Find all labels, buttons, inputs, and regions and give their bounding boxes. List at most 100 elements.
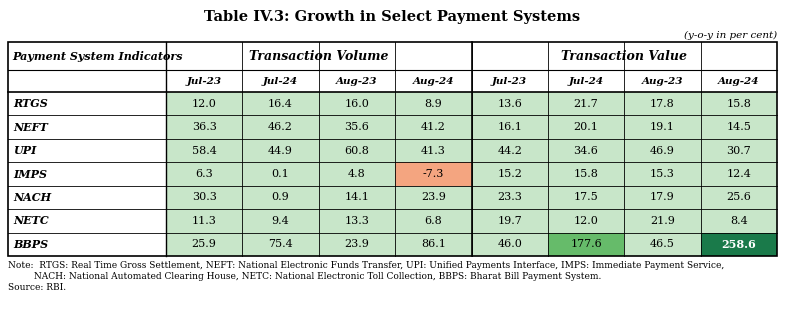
Text: NETC: NETC (13, 215, 49, 227)
Bar (166, 42, 472, 70)
Text: 46.5: 46.5 (650, 239, 675, 249)
Text: 23.9: 23.9 (421, 193, 446, 202)
Text: 20.1: 20.1 (574, 122, 598, 132)
Bar (166, 162, 243, 186)
Text: Jul-24: Jul-24 (263, 76, 298, 85)
Bar (701, 70, 777, 92)
Text: 44.9: 44.9 (268, 146, 293, 156)
Text: IMPS: IMPS (13, 168, 47, 179)
Text: Source: RBI.: Source: RBI. (8, 283, 66, 292)
Bar (701, 186, 777, 209)
Bar (8, 162, 166, 186)
Bar (624, 162, 701, 186)
Bar (395, 92, 472, 115)
Bar (8, 209, 166, 232)
Bar (548, 162, 624, 186)
Bar (166, 115, 243, 139)
Bar (472, 42, 777, 70)
Bar (472, 232, 548, 256)
Text: 30.7: 30.7 (726, 146, 751, 156)
Text: 15.8: 15.8 (574, 169, 598, 179)
Text: Aug-23: Aug-23 (641, 76, 683, 85)
Text: 16.0: 16.0 (345, 99, 370, 109)
Text: 46.2: 46.2 (268, 122, 293, 132)
Text: 0.1: 0.1 (272, 169, 290, 179)
Text: 13.6: 13.6 (497, 99, 522, 109)
Text: 46.9: 46.9 (650, 146, 675, 156)
Bar (8, 42, 777, 256)
Bar (166, 92, 243, 115)
Bar (166, 232, 243, 256)
Bar (624, 209, 701, 232)
Text: 19.1: 19.1 (650, 122, 675, 132)
Bar (395, 209, 472, 232)
Text: 58.4: 58.4 (192, 146, 217, 156)
Bar (243, 186, 319, 209)
Text: Jul-23: Jul-23 (492, 76, 528, 85)
Bar (395, 162, 472, 186)
Text: 14.5: 14.5 (726, 122, 751, 132)
Text: Note:  RTGS: Real Time Gross Settlement, NEFT: National Electronic Funds Transfe: Note: RTGS: Real Time Gross Settlement, … (8, 261, 725, 270)
Bar (166, 70, 243, 92)
Text: 23.9: 23.9 (345, 239, 370, 249)
Text: UPI: UPI (13, 145, 36, 156)
Bar (243, 115, 319, 139)
Bar (8, 70, 166, 92)
Text: 60.8: 60.8 (345, 146, 370, 156)
Bar (243, 70, 319, 92)
Bar (472, 162, 548, 186)
Text: -7.3: -7.3 (422, 169, 444, 179)
Bar (548, 209, 624, 232)
Bar (8, 42, 166, 70)
Text: 35.6: 35.6 (345, 122, 370, 132)
Bar (319, 70, 395, 92)
Text: 17.9: 17.9 (650, 193, 675, 202)
Text: 46.0: 46.0 (497, 239, 522, 249)
Text: NACH: NACH (13, 192, 51, 203)
Text: 21.9: 21.9 (650, 216, 675, 226)
Bar (624, 139, 701, 162)
Bar (701, 139, 777, 162)
Text: 25.6: 25.6 (726, 193, 751, 202)
Text: (y-o-y in per cent): (y-o-y in per cent) (684, 31, 777, 40)
Text: 19.7: 19.7 (498, 216, 522, 226)
Text: 30.3: 30.3 (192, 193, 217, 202)
Bar (243, 232, 319, 256)
Bar (701, 115, 777, 139)
Bar (395, 70, 472, 92)
Bar (319, 209, 395, 232)
Text: 13.3: 13.3 (345, 216, 370, 226)
Text: 11.3: 11.3 (192, 216, 217, 226)
Bar (472, 70, 548, 92)
Bar (8, 115, 166, 139)
Bar (395, 186, 472, 209)
Bar (624, 115, 701, 139)
Bar (701, 209, 777, 232)
Bar (701, 162, 777, 186)
Text: 177.6: 177.6 (570, 239, 602, 249)
Bar (624, 186, 701, 209)
Bar (243, 92, 319, 115)
Text: 41.2: 41.2 (421, 122, 446, 132)
Text: 25.9: 25.9 (192, 239, 217, 249)
Bar (472, 139, 548, 162)
Bar (319, 162, 395, 186)
Text: 12.4: 12.4 (726, 169, 751, 179)
Bar (395, 232, 472, 256)
Text: Jul-24: Jul-24 (568, 76, 604, 85)
Text: Transaction Volume: Transaction Volume (249, 50, 389, 62)
Bar (319, 139, 395, 162)
Text: 86.1: 86.1 (421, 239, 446, 249)
Text: BBPS: BBPS (13, 239, 48, 250)
Text: 36.3: 36.3 (192, 122, 217, 132)
Text: 12.0: 12.0 (192, 99, 217, 109)
Text: Aug-24: Aug-24 (718, 76, 760, 85)
Bar (8, 232, 166, 256)
Bar (395, 115, 472, 139)
Bar (624, 232, 701, 256)
Text: 258.6: 258.6 (721, 239, 756, 250)
Bar (472, 115, 548, 139)
Text: 14.1: 14.1 (345, 193, 370, 202)
Text: 34.6: 34.6 (574, 146, 598, 156)
Bar (166, 186, 243, 209)
